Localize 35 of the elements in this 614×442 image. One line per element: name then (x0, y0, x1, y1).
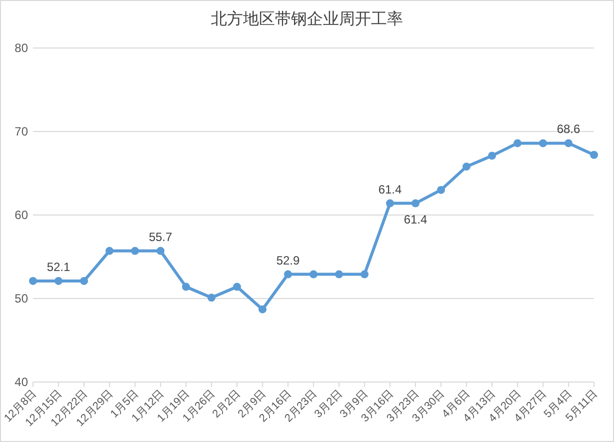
point (131, 246, 139, 255)
point (182, 282, 190, 291)
point (590, 150, 598, 159)
point (156, 246, 164, 255)
point (412, 199, 420, 208)
point (310, 270, 318, 278)
point (462, 162, 470, 171)
point (437, 186, 445, 194)
point (360, 270, 368, 278)
point (29, 276, 37, 285)
y-tick-label: 80 (14, 41, 28, 55)
point (208, 294, 216, 302)
y-tick-label: 60 (14, 208, 28, 222)
point (258, 305, 266, 314)
y-tick-label: 70 (14, 124, 28, 138)
data-label: 55.7 (148, 230, 172, 244)
point (233, 282, 241, 291)
data-label: 52.9 (276, 253, 300, 268)
point (514, 139, 522, 148)
data-label: 52.1 (46, 260, 70, 274)
point (106, 246, 114, 255)
data-label: 61.4 (404, 212, 428, 226)
y-tick-label: 40 (14, 375, 28, 389)
data-label: 68.6 (556, 122, 580, 136)
data-label: 61.4 (378, 182, 402, 196)
point (335, 270, 343, 278)
point (488, 152, 496, 160)
y-tick-label: 50 (14, 292, 28, 306)
point (386, 199, 394, 208)
point (539, 139, 547, 148)
chart-title: 北方地区带钢企业周开工率 (211, 10, 403, 28)
point (564, 139, 572, 148)
point (80, 276, 88, 285)
point (54, 276, 62, 285)
point (284, 270, 292, 278)
